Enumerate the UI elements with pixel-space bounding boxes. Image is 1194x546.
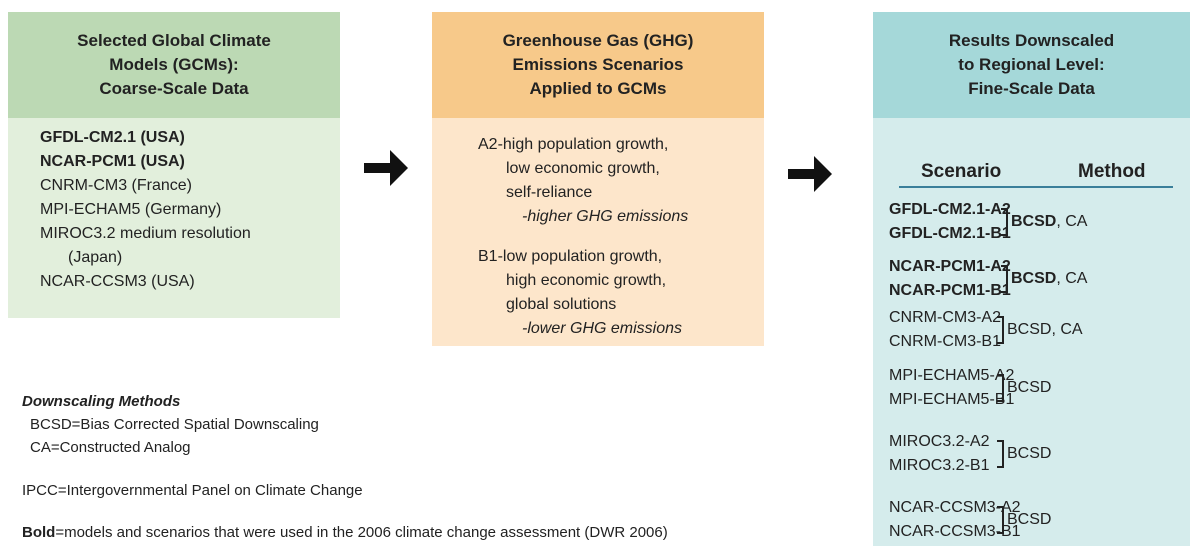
scenario-name: NCAR-CCSM3-A2 (889, 499, 1021, 516)
column-header: Method (1078, 161, 1146, 182)
scenario-name: MIROC3.2-B1 (889, 457, 990, 474)
method: BCSD (1007, 376, 1051, 400)
method-name: BCSD (1007, 511, 1052, 528)
method-extra: , CA (1056, 270, 1088, 287)
method-name: BCSD (1007, 445, 1052, 462)
bracket (997, 316, 1004, 344)
results-table: Scenario Method GFDL-CM2.1-A2 GFDL-CM2.1-B1… (873, 118, 1190, 546)
header-line: Applied to GCMs (529, 79, 667, 98)
result-row: NCAR-PCM1-A2 NCAR-PCM1-B1 BCSD, CA (889, 255, 1189, 303)
gcm-header: Selected Global Climate Models (GCMs): Coa… (8, 12, 340, 118)
result-row: MIROC3.2-A2 MIROC3.2-B1 BCSD (889, 430, 1189, 478)
header-line: Results Downscaled (948, 31, 1115, 50)
result-row: GFDL-CM2.1-A2 GFDL-CM2.1-B1 BCSD, CA (889, 198, 1189, 246)
header-line: to Regional Level: (958, 55, 1105, 74)
model: NCAR-PCM1 (USA) (40, 153, 185, 170)
model: (Japan) (68, 249, 123, 266)
scenario-line: global solutions (506, 296, 617, 313)
results-box: Results Downscaled to Regional Level: Fine… (873, 12, 1190, 546)
header-line: Coarse-Scale Data (99, 79, 249, 98)
scenario-name: MPI-ECHAM5-B1 (889, 391, 1015, 408)
scenario-line: B1-low population growth, (478, 248, 663, 265)
ghg-list: A2-high population growth, low economic g… (432, 118, 764, 346)
method: BCSD, CA (1011, 267, 1087, 291)
model: GFDL-CM2.1 (USA) (40, 129, 185, 146)
header-line: Emissions Scenarios (512, 55, 684, 74)
scenario-name: GFDL-CM2.1-A2 (889, 201, 1011, 218)
result-row: CNRM-CM3-A2 CNRM-CM3-B1 BCSD, CA (889, 306, 1189, 354)
bracket (1001, 208, 1008, 236)
scenario-name: MPI-ECHAM5-A2 (889, 367, 1015, 384)
bracket (997, 506, 1004, 534)
scenario-line: self-reliance (506, 184, 593, 201)
model: MPI-ECHAM5 (Germany) (40, 201, 222, 218)
scenario-line: A2-high population growth, (478, 136, 669, 153)
scenario-name: CNRM-CM3-B1 (889, 333, 1001, 350)
bold-text: =models and scenarios that were used in … (55, 524, 668, 541)
method-extra: , CA (1056, 213, 1088, 230)
result-row: NCAR-CCSM3-A2 NCAR-CCSM3-B1 BCSD (889, 496, 1189, 544)
method-extra: , CA (1051, 321, 1083, 338)
ghg-header: Greenhouse Gas (GHG) Emissions Scenarios A… (432, 12, 764, 118)
scenario-line: high economic growth, (506, 272, 667, 289)
method: BCSD, CA (1011, 210, 1087, 234)
model: MIROC3.2 medium resolution (40, 225, 251, 242)
emissions: -lower GHG emissions (522, 320, 683, 337)
bracket (1001, 265, 1008, 293)
method: BCSD (1007, 442, 1051, 466)
method: BCSD (1007, 508, 1051, 532)
method-name: BCSD (1011, 213, 1057, 230)
emissions: -higher GHG emissions (522, 208, 689, 225)
scenario-line: low economic growth, (506, 160, 660, 177)
scenario: A2-high population growth, low economic g… (478, 133, 764, 229)
scenario-name: GFDL-CM2.1-B1 (889, 225, 1011, 242)
arrow (364, 150, 408, 186)
notes: Downscaling Methods BCSD=Bias Corrected S… (22, 390, 319, 459)
column-header: Scenario (921, 161, 1002, 182)
bracket (997, 440, 1004, 468)
scenario-name: NCAR-PCM1-A2 (889, 258, 1011, 275)
gcm-box: Selected Global Climate Models (GCMs): Coa… (8, 12, 340, 318)
rule (899, 186, 1173, 188)
ipcc-note: IPCC=Intergovernmental Panel on Climate … (22, 482, 363, 499)
gcm-list: GFDL-CM2.1 (USA) NCAR-PCM1 (USA) CNRM-CM3 … (8, 118, 340, 318)
methods-title: Downscaling Methods (22, 393, 181, 410)
method-name: BCSD (1007, 321, 1052, 338)
result-row: MPI-ECHAM5-A2 MPI-ECHAM5-B1 BCSD (889, 364, 1189, 412)
header-line: Fine-Scale Data (968, 79, 1095, 98)
method-definition: CA=Constructed Analog (30, 439, 191, 456)
model: CNRM-CM3 (France) (40, 177, 192, 194)
method: BCSD, CA (1007, 318, 1083, 342)
bracket (997, 374, 1004, 402)
header-line: Models (GCMs): (109, 55, 239, 74)
bold-term: Bold (22, 524, 56, 541)
scenario-name: CNRM-CM3-A2 (889, 309, 1001, 326)
bold-note: Bold=models and scenarios that were used… (22, 524, 668, 541)
method-name: BCSD (1007, 379, 1052, 396)
scenario-name: NCAR-CCSM3-B1 (889, 523, 1021, 540)
scenario-name: NCAR-PCM1-B1 (889, 282, 1011, 299)
model: NCAR-CCSM3 (USA) (40, 273, 195, 290)
scenario: B1-low population growth, high economic g… (478, 245, 764, 341)
header-line: Selected Global Climate (77, 31, 271, 50)
method-definition: BCSD=Bias Corrected Spatial Downscaling (30, 416, 319, 433)
results-header: Results Downscaled to Regional Level: Fine… (873, 12, 1190, 118)
scenario-name: MIROC3.2-A2 (889, 433, 990, 450)
arrow (788, 156, 832, 192)
header-line: Greenhouse Gas (GHG) (502, 31, 694, 50)
ghg-box: Greenhouse Gas (GHG) Emissions Scenarios A… (432, 12, 764, 346)
method-name: BCSD (1011, 270, 1057, 287)
